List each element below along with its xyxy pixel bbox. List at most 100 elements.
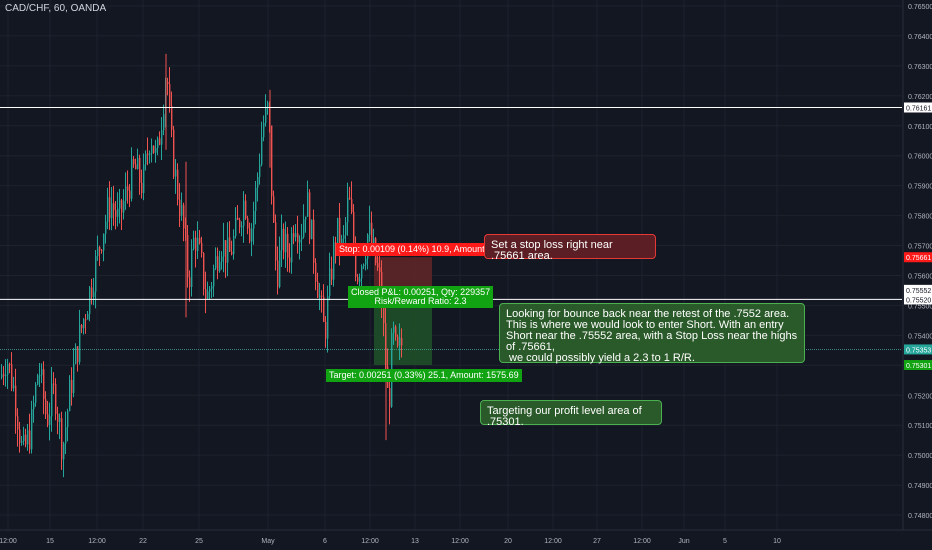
candle-body: [275, 222, 277, 261]
candle-body: [379, 267, 381, 273]
candle-body: [239, 219, 241, 228]
candle-body: [265, 106, 267, 123]
candle-body: [133, 159, 135, 165]
price-label-box: [904, 284, 932, 295]
candle-body: [107, 197, 109, 222]
candle-body: [237, 217, 239, 220]
candle-body: [157, 138, 159, 149]
candle-body: [219, 261, 221, 271]
candle-body: [125, 186, 127, 201]
candle-body: [203, 253, 205, 290]
candle-body: [189, 277, 191, 287]
y-tick-label: 0.75800: [908, 214, 932, 221]
candle-body: [261, 137, 263, 165]
candle-body: [197, 237, 199, 251]
x-tick-label: 12:00: [361, 538, 379, 545]
candle-body: [21, 441, 23, 443]
candle-body: [71, 379, 73, 394]
candle-body: [293, 233, 295, 238]
candle-body: [147, 153, 149, 155]
candle-body: [399, 337, 401, 346]
candle-body: [187, 234, 189, 278]
entry-note[interactable]: Looking for bounce back near the retest …: [499, 303, 805, 364]
candle-body: [319, 295, 321, 298]
price-label-box: [904, 252, 932, 263]
candle-body: [95, 256, 97, 292]
candle-body: [363, 264, 365, 267]
candle-body: [93, 291, 95, 298]
candle-body: [365, 258, 367, 265]
candle-body: [205, 289, 207, 299]
y-tick-label: 0.75400: [908, 333, 932, 340]
candle-body: [245, 200, 247, 219]
y-tick-label: 0.75100: [908, 423, 932, 430]
candle-body: [101, 250, 103, 252]
candle-body: [307, 192, 309, 217]
candle-body: [345, 222, 347, 236]
candle-body: [145, 153, 147, 165]
candle-body: [241, 225, 243, 228]
y-tick-label: 0.76000: [908, 154, 932, 161]
candle-body: [253, 211, 255, 229]
y-tick-label: 0.75000: [908, 453, 932, 460]
candle-body: [217, 256, 219, 271]
y-tick-label: 0.74900: [908, 483, 932, 490]
candle-body: [199, 237, 201, 243]
risk-reward-line: Risk/Reward Ratio: 2.3: [374, 296, 467, 306]
candle-body: [49, 416, 51, 425]
candle-body: [63, 443, 65, 460]
candle-body: [91, 287, 93, 298]
candle-body: [53, 383, 55, 385]
candle-body: [283, 228, 285, 253]
candle-body: [149, 153, 151, 155]
candle-body: [81, 324, 83, 329]
candle-body: [97, 247, 99, 257]
closed-pnl-line: Closed P&L: 0.00251, Qty: 229357: [351, 287, 491, 297]
candle-body: [73, 363, 75, 394]
candle-body: [313, 219, 315, 263]
x-tick-label: 5: [723, 538, 727, 545]
candle-body: [139, 157, 141, 183]
target-note[interactable]: Targeting our profit level area of .7530…: [480, 400, 662, 428]
x-tick-label: May: [261, 538, 275, 545]
candle-body: [287, 233, 289, 258]
y-tick-label: 0.75600: [908, 273, 932, 280]
candle-body: [19, 429, 21, 443]
candle-body: [123, 200, 125, 213]
candle-body: [327, 296, 329, 339]
x-tick-label: 13: [411, 538, 419, 545]
candle-body: [35, 384, 37, 403]
y-tick-label: 0.75200: [908, 393, 932, 400]
x-tick-label: 12:00: [544, 538, 562, 545]
candle-body: [229, 237, 231, 252]
price-label-box: [904, 344, 932, 355]
candle-body: [301, 236, 303, 240]
candle-body: [121, 200, 123, 213]
candle-body: [181, 205, 183, 216]
candle-body: [225, 240, 227, 263]
candle-body: [273, 196, 275, 223]
candle-body: [207, 291, 209, 299]
stop-loss-note[interactable]: Set a stop loss right near .75661 area.: [484, 234, 656, 262]
entry-note-line-3: Short near the .75552 area, with a Stop …: [506, 330, 798, 353]
candle-body: [321, 295, 323, 297]
y-tick-label: 0.75700: [908, 244, 932, 251]
candle-body: [17, 416, 19, 430]
candle-body: [183, 205, 185, 229]
candle-body: [211, 286, 213, 289]
candle-body: [1, 374, 3, 378]
candle-body: [297, 233, 299, 243]
price-label-box: [904, 360, 932, 371]
x-tick-label: 12:00: [0, 538, 17, 545]
candle-body: [179, 199, 181, 216]
candle-body: [69, 379, 71, 411]
candle-body: [397, 336, 399, 346]
y-tick-label: 0.75500: [908, 303, 932, 310]
candle-body: [243, 200, 245, 226]
price-label: 0.76161: [906, 105, 931, 112]
candle-body: [209, 288, 211, 292]
candle-body: [227, 237, 229, 263]
candle-body: [383, 307, 385, 324]
candle-body: [5, 374, 7, 377]
